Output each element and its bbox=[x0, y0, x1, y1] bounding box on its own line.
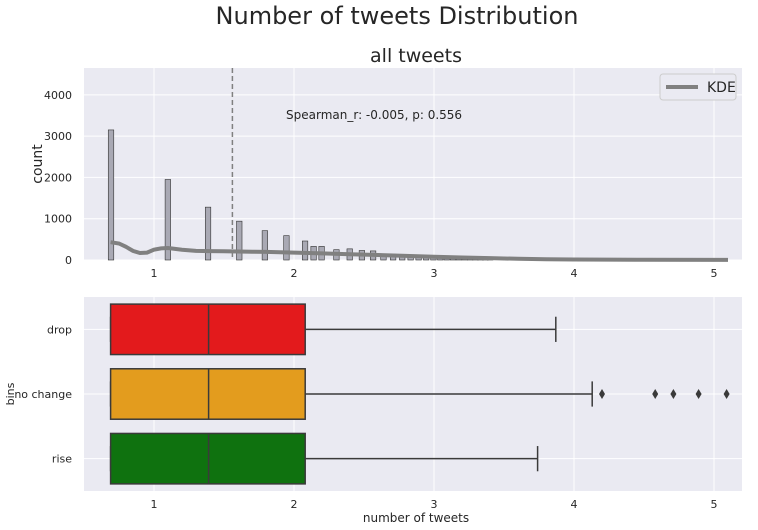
box-outlier bbox=[695, 389, 702, 399]
boxplot-panel: 1 2 3 4 5 drop no change rise number of tweets… bbox=[4, 297, 742, 525]
boxplot-category-label: rise bbox=[52, 453, 72, 466]
boxplot-x-tick-label: 1 bbox=[151, 498, 158, 511]
boxplot-y-ticks: drop no change rise bbox=[14, 323, 72, 465]
histogram-y-tick-label: 1000 bbox=[44, 213, 72, 226]
boxplot-x-tick-label: 5 bbox=[711, 498, 718, 511]
boxplot-no-change bbox=[109, 368, 730, 420]
histogram-bar bbox=[236, 220, 243, 261]
boxplot-boxes bbox=[109, 303, 730, 485]
spearman-annotation: Spearman_r: -0.005, p: 0.556 bbox=[286, 108, 462, 122]
histogram-x-ticks: 1 2 3 4 5 bbox=[151, 267, 718, 280]
histogram-y-tick-label: 2000 bbox=[44, 171, 72, 184]
boxplot-x-tick-label: 4 bbox=[571, 498, 578, 511]
histogram-legend: KDE bbox=[659, 73, 737, 101]
histogram-x-tick-label: 3 bbox=[431, 267, 438, 280]
boxplot-x-tick-label: 2 bbox=[291, 498, 298, 511]
histogram-x-tick-label: 1 bbox=[151, 267, 158, 280]
histogram-y-tick-label: 4000 bbox=[44, 89, 72, 102]
kde-line bbox=[110, 240, 729, 262]
histogram-plot-area bbox=[84, 68, 742, 260]
histogram-x-tick-label: 5 bbox=[711, 267, 718, 280]
boxplot-ylabel: bins bbox=[4, 382, 17, 405]
box-outlier bbox=[670, 389, 677, 399]
histogram-panel: 1 2 3 4 5 0 1000 2000 3000 4000 all tweets count… bbox=[30, 45, 742, 280]
histogram-bar bbox=[204, 206, 212, 261]
boxplot-category-label: drop bbox=[47, 323, 72, 336]
boxplot-x-ticks: 1 2 3 4 5 bbox=[151, 498, 718, 511]
box-outlier bbox=[723, 389, 730, 399]
histogram-x-tick-label: 2 bbox=[291, 267, 298, 280]
figure-title: Number of tweets Distribution bbox=[216, 2, 579, 30]
histogram-bar bbox=[164, 179, 171, 261]
legend-kde-label: KDE bbox=[707, 80, 736, 96]
box-outlier bbox=[599, 389, 605, 399]
histogram-bar bbox=[261, 230, 268, 261]
boxplot-category-label: no change bbox=[14, 388, 72, 401]
histogram-bar bbox=[107, 129, 115, 261]
histogram-bar bbox=[302, 240, 309, 261]
histogram-x-tick-label: 4 bbox=[571, 267, 578, 280]
histogram-y-tick-label: 0 bbox=[65, 254, 72, 267]
boxplot-rise bbox=[109, 432, 539, 485]
boxplot-drop bbox=[109, 303, 557, 356]
boxplot-xlabel: number of tweets bbox=[363, 511, 469, 525]
histogram-bar bbox=[283, 235, 290, 261]
boxplot-x-tick-label: 3 bbox=[431, 498, 438, 511]
histogram-y-tick-label: 3000 bbox=[44, 130, 72, 143]
histogram-title: all tweets bbox=[370, 45, 462, 67]
histogram-ylabel: count bbox=[30, 144, 46, 184]
histogram-y-ticks: 0 1000 2000 3000 4000 bbox=[44, 89, 72, 267]
box-outlier bbox=[652, 389, 659, 399]
